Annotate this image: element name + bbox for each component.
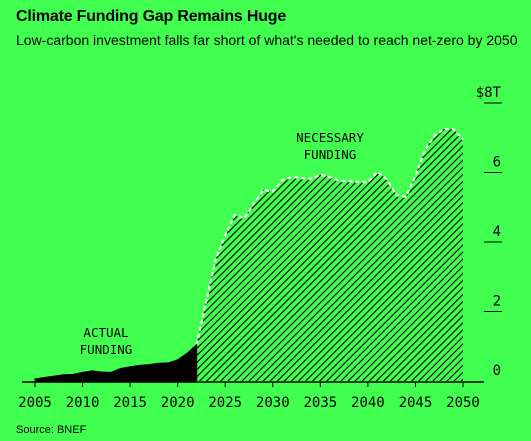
y-tick-label: $8T	[476, 85, 502, 101]
x-tick-label: 2040	[351, 395, 385, 411]
y-tick-label: 0	[493, 363, 501, 379]
area-layer	[34, 127, 464, 382]
actual-funding-label: FUNDING	[80, 342, 133, 357]
annotation-layer: NECESSARY FUNDING ACTUAL FUNDING	[80, 130, 365, 357]
x-tick-label: 2035	[303, 395, 337, 411]
grid-layer	[484, 102, 502, 312]
source-note: Source: BNEF	[16, 424, 87, 436]
actual-funding-area	[34, 343, 198, 382]
y-tick-label: 4	[493, 224, 501, 240]
x-tick-label: 2025	[208, 395, 242, 411]
actual-funding-label: ACTUAL	[83, 325, 128, 340]
necessary-funding-line	[195, 127, 464, 345]
y-tick-label: 6	[493, 155, 501, 171]
x-tick-label: 2005	[18, 395, 52, 411]
necessary-funding-area	[196, 129, 463, 381]
necessary-funding-label: NECESSARY	[296, 130, 364, 145]
x-tick-label: 2045	[399, 395, 433, 411]
x-tick-label: 2020	[161, 395, 195, 411]
chart-title: Climate Funding Gap Remains Huge	[16, 8, 287, 25]
axis-layer: 0 2 4 6 $8T 2005 2010 2015 2020 2025 2030 2035 2040 2…	[18, 85, 501, 411]
x-tick-label: 2030	[256, 395, 290, 411]
x-tick-label: 2015	[113, 395, 147, 411]
x-tick-label: 2010	[66, 395, 100, 411]
necessary-funding-label: FUNDING	[304, 147, 357, 162]
x-tick-label: 2050	[446, 395, 480, 411]
y-tick-label: 2	[493, 294, 501, 310]
chart-subtitle: Low-carbon investment falls far short of…	[16, 32, 518, 48]
